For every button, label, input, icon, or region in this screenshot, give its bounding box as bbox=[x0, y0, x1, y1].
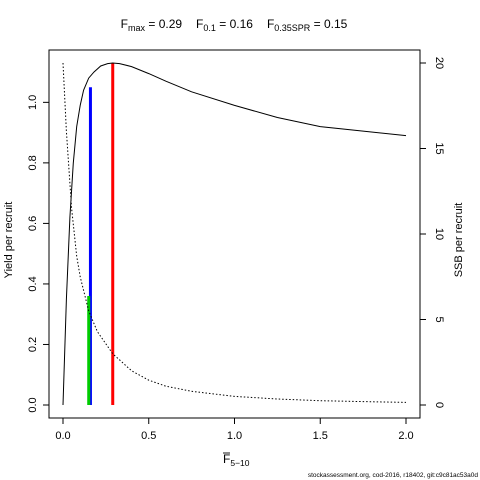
y-tick-label: 0.6 bbox=[27, 216, 39, 231]
y-tick-label: 0.4 bbox=[27, 276, 39, 291]
y2-tick-label: 5 bbox=[433, 316, 445, 322]
title-fspr-base: F bbox=[267, 17, 274, 31]
x-tick-label: 1.5 bbox=[313, 430, 328, 442]
x-tick-label: 2.0 bbox=[398, 430, 413, 442]
svg-text:F5−10: F5−10 bbox=[223, 452, 250, 468]
title-fmax-sub: max bbox=[128, 23, 146, 33]
x-axis-label-base: F bbox=[223, 452, 230, 466]
y-tick-label: 1.0 bbox=[27, 95, 39, 110]
title-fspr-value: = 0.15 bbox=[310, 17, 347, 31]
title-f01-sub: 0.1 bbox=[203, 23, 216, 33]
ssb-per-recruit-line bbox=[62, 62, 407, 403]
y2-axis-label: SSB per recruit bbox=[453, 203, 465, 278]
y-tick-label: 0.8 bbox=[27, 155, 39, 170]
y-tick-label: 0.0 bbox=[27, 397, 39, 412]
x-tick-label: 1.0 bbox=[227, 430, 242, 442]
x-axis-label-sub: 5−10 bbox=[230, 458, 249, 468]
x-tick-label: 0.0 bbox=[55, 430, 70, 442]
chart-title: Fmax = 0.29 F0.1 = 0.16 F0.35SPR = 0.15 bbox=[121, 17, 348, 33]
y2-tick-label: 20 bbox=[433, 57, 445, 69]
y2-tick-label: 0 bbox=[433, 402, 445, 408]
yield-per-recruit-line bbox=[62, 62, 407, 406]
y2-tick-label: 15 bbox=[433, 142, 445, 154]
x-axis-label: F5−10 bbox=[223, 452, 250, 468]
title-fmax-base: F bbox=[121, 17, 128, 31]
title-fspr-sub: 0.35SPR bbox=[274, 23, 311, 33]
y-tick-label: 0.2 bbox=[27, 337, 39, 352]
footer-text: stockassessment.org, cod-2016, r18402, g… bbox=[308, 472, 479, 479]
title-f01-base: F bbox=[196, 17, 203, 31]
title-fmax-value: = 0.29 bbox=[145, 17, 182, 31]
y-axis-label: Yield per recruit bbox=[3, 202, 15, 279]
title-f01-value: = 0.16 bbox=[216, 17, 253, 31]
x-tick-label: 0.5 bbox=[141, 430, 156, 442]
y2-tick-label: 10 bbox=[433, 228, 445, 240]
